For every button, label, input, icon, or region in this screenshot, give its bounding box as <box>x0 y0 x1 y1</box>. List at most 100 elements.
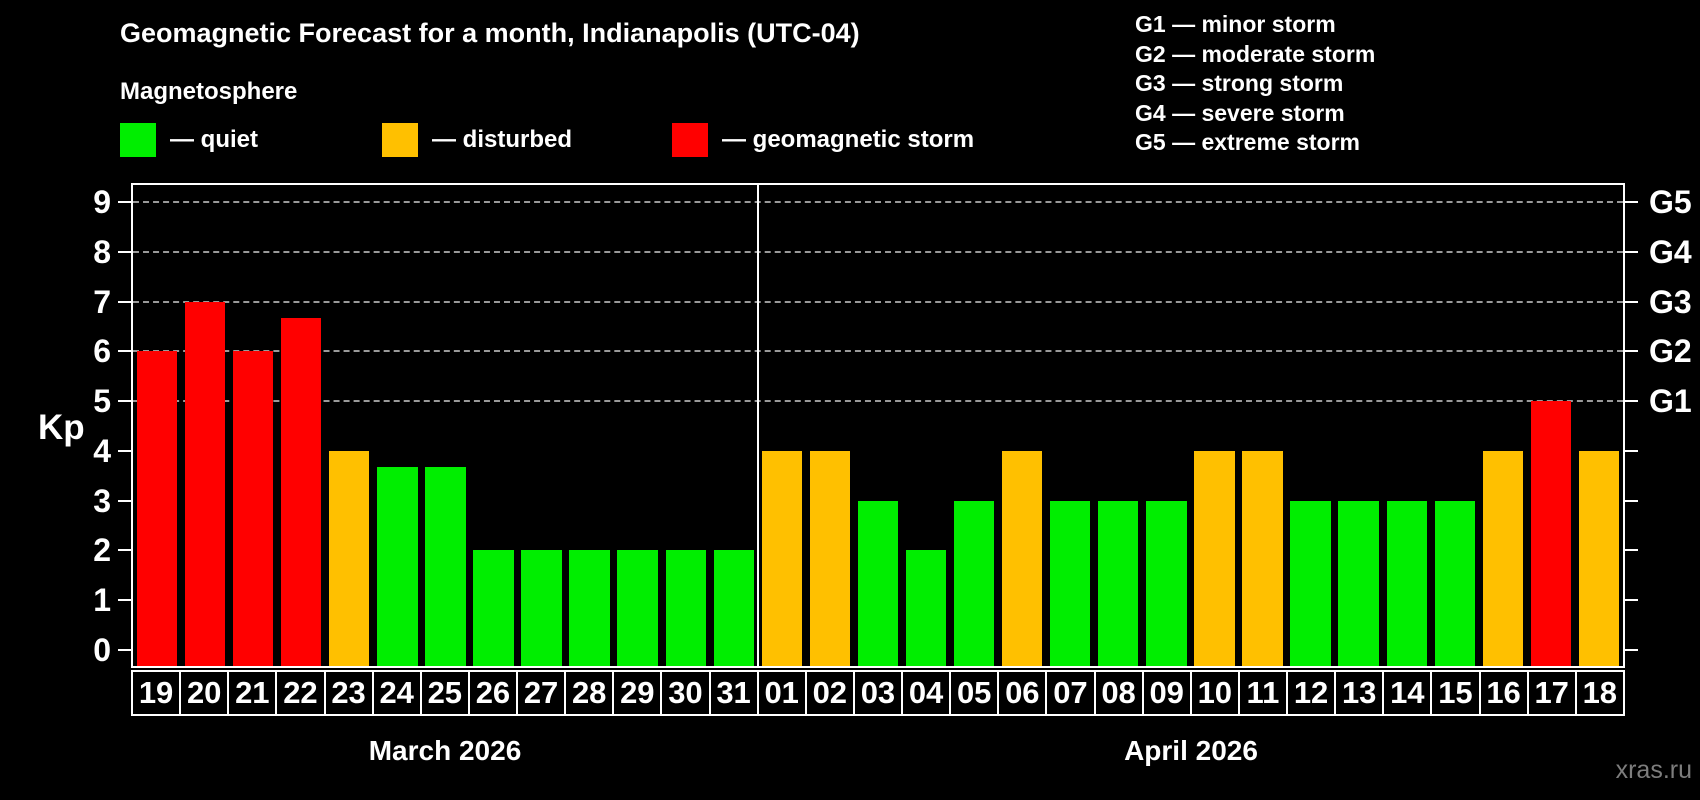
kp-bar-day-26 <box>473 550 514 666</box>
day-label-29: 29 <box>612 670 663 716</box>
kp-bar-day-12 <box>1290 500 1331 666</box>
y-axis-left: 0 1 2 3 4 5 6 7 8 9 <box>0 183 131 668</box>
y-tick-left-3 <box>118 499 131 502</box>
watermark: xras.ru <box>1615 756 1692 784</box>
kp-bar-day-02 <box>809 450 851 666</box>
y-tick-label-8: 8 <box>93 233 111 270</box>
kp-bar-day-03 <box>857 500 899 666</box>
day-label-30: 30 <box>660 670 711 716</box>
g-legend-line: G2 — moderate storm <box>1135 40 1376 67</box>
chart-subtitle: Magnetosphere <box>120 78 298 105</box>
day-label-18: 18 <box>1574 670 1625 716</box>
kp-bar-day-25 <box>425 467 466 666</box>
y-axis-right-g-scale: G1 G2 G3 G4 G5 <box>1625 183 1700 668</box>
quiet-color-swatch <box>120 123 156 157</box>
day-label-25: 25 <box>419 670 470 716</box>
gridline-kp8 <box>133 250 1623 253</box>
month-label-march: March 2026 <box>368 735 522 766</box>
kp-bar-day-07 <box>1050 500 1091 666</box>
y-tick-right-5 <box>1625 400 1638 403</box>
day-label-09: 09 <box>1141 670 1192 716</box>
y-tick-label-4: 4 <box>93 432 111 469</box>
kp-bar-day-22 <box>281 317 322 666</box>
y-tick-label-0: 0 <box>93 632 111 668</box>
y-tick-right-6 <box>1625 350 1638 353</box>
day-label-04: 04 <box>901 670 952 716</box>
kp-bar-day-15 <box>1434 500 1475 666</box>
y-tick-right-0 <box>1625 649 1638 651</box>
g-level-label-G2: G2 <box>1649 333 1692 370</box>
g-legend-line: G5 — extreme storm <box>1135 129 1360 155</box>
y-tick-left-1 <box>118 599 131 602</box>
kp-bar-day-23 <box>329 450 370 666</box>
day-label-02: 02 <box>804 670 855 716</box>
day-label-05: 05 <box>949 670 1000 716</box>
kp-bar-day-05 <box>953 500 995 666</box>
y-tick-right-7 <box>1625 300 1638 303</box>
x-axis-day-labels: 19 20 21 22 23 24 25 26 27 28 29 30 31 01 02 03 04 05 06 07… <box>131 670 1625 716</box>
gridline-kp6 <box>133 350 1623 353</box>
day-label-15: 15 <box>1430 670 1481 716</box>
month-label-april: April 2026 <box>1124 735 1258 766</box>
kp-bar-day-31 <box>713 550 754 666</box>
kp-bar-day-30 <box>665 550 706 666</box>
day-label-03: 03 <box>852 670 903 716</box>
y-tick-right-1 <box>1625 599 1638 602</box>
y-tick-label-7: 7 <box>93 283 111 320</box>
kp-bar-day-20 <box>184 301 226 666</box>
y-tick-left-8 <box>118 250 131 253</box>
legend-label-storm: — geomagnetic storm <box>722 126 975 153</box>
g-level-label-G1: G1 <box>1649 383 1692 420</box>
kp-bar-day-16 <box>1482 450 1523 666</box>
y-tick-right-4 <box>1625 449 1638 452</box>
kp-bar-day-19 <box>136 351 178 666</box>
kp-bar-day-04 <box>905 550 947 666</box>
day-label-19: 19 <box>131 670 182 716</box>
plot-area <box>131 183 1625 668</box>
gridline-kp5 <box>133 400 1623 403</box>
legend-label-quiet: — quiet <box>170 126 258 153</box>
day-label-17: 17 <box>1526 670 1577 716</box>
y-tick-right-2 <box>1625 549 1638 552</box>
day-label-16: 16 <box>1478 670 1529 716</box>
day-label-21: 21 <box>227 670 278 716</box>
kp-bar-day-17 <box>1530 401 1572 666</box>
day-label-28: 28 <box>564 670 615 716</box>
day-label-27: 27 <box>516 670 567 716</box>
kp-bar-day-09 <box>1146 500 1187 666</box>
kp-bar-day-10 <box>1194 450 1235 666</box>
g-scale-legend: G1 — minor storm G2 — moderate storm G3 … <box>1135 10 1375 158</box>
y-tick-left-0 <box>118 649 131 651</box>
legend-item-quiet: — quiet <box>120 123 322 157</box>
day-label-14: 14 <box>1382 670 1433 716</box>
y-tick-left-6 <box>118 350 131 353</box>
g-legend-line: G4 — severe storm <box>1135 99 1345 126</box>
status-legend: — quiet — disturbed — geomagnetic storm <box>120 121 1034 159</box>
day-label-07: 07 <box>1045 670 1096 716</box>
storm-color-swatch <box>672 123 708 157</box>
y-tick-label-6: 6 <box>93 333 111 370</box>
day-label-24: 24 <box>371 670 422 716</box>
chart-title: Geomagnetic Forecast for a month, Indian… <box>120 18 860 48</box>
day-label-08: 08 <box>1093 670 1144 716</box>
kp-bar-day-01 <box>761 450 803 666</box>
y-tick-right-3 <box>1625 499 1638 502</box>
legend-label-disturbed: — disturbed <box>432 126 573 153</box>
kp-bar-day-06 <box>1002 450 1043 666</box>
day-label-10: 10 <box>1189 670 1240 716</box>
day-label-22: 22 <box>275 670 326 716</box>
legend-item-disturbed: — disturbed <box>382 123 612 157</box>
y-tick-left-4 <box>118 449 131 452</box>
day-label-11: 11 <box>1237 670 1288 716</box>
y-tick-label-3: 3 <box>93 482 111 519</box>
kp-bar-day-08 <box>1098 500 1139 666</box>
kp-bar-day-21 <box>232 351 274 666</box>
day-label-20: 20 <box>179 670 230 716</box>
kp-bar-day-13 <box>1338 500 1379 666</box>
y-axis-title: Kp <box>38 408 85 447</box>
day-label-31: 31 <box>708 670 759 716</box>
day-label-06: 06 <box>997 670 1048 716</box>
kp-bar-day-18 <box>1578 450 1620 666</box>
y-tick-right-9 <box>1625 201 1638 203</box>
